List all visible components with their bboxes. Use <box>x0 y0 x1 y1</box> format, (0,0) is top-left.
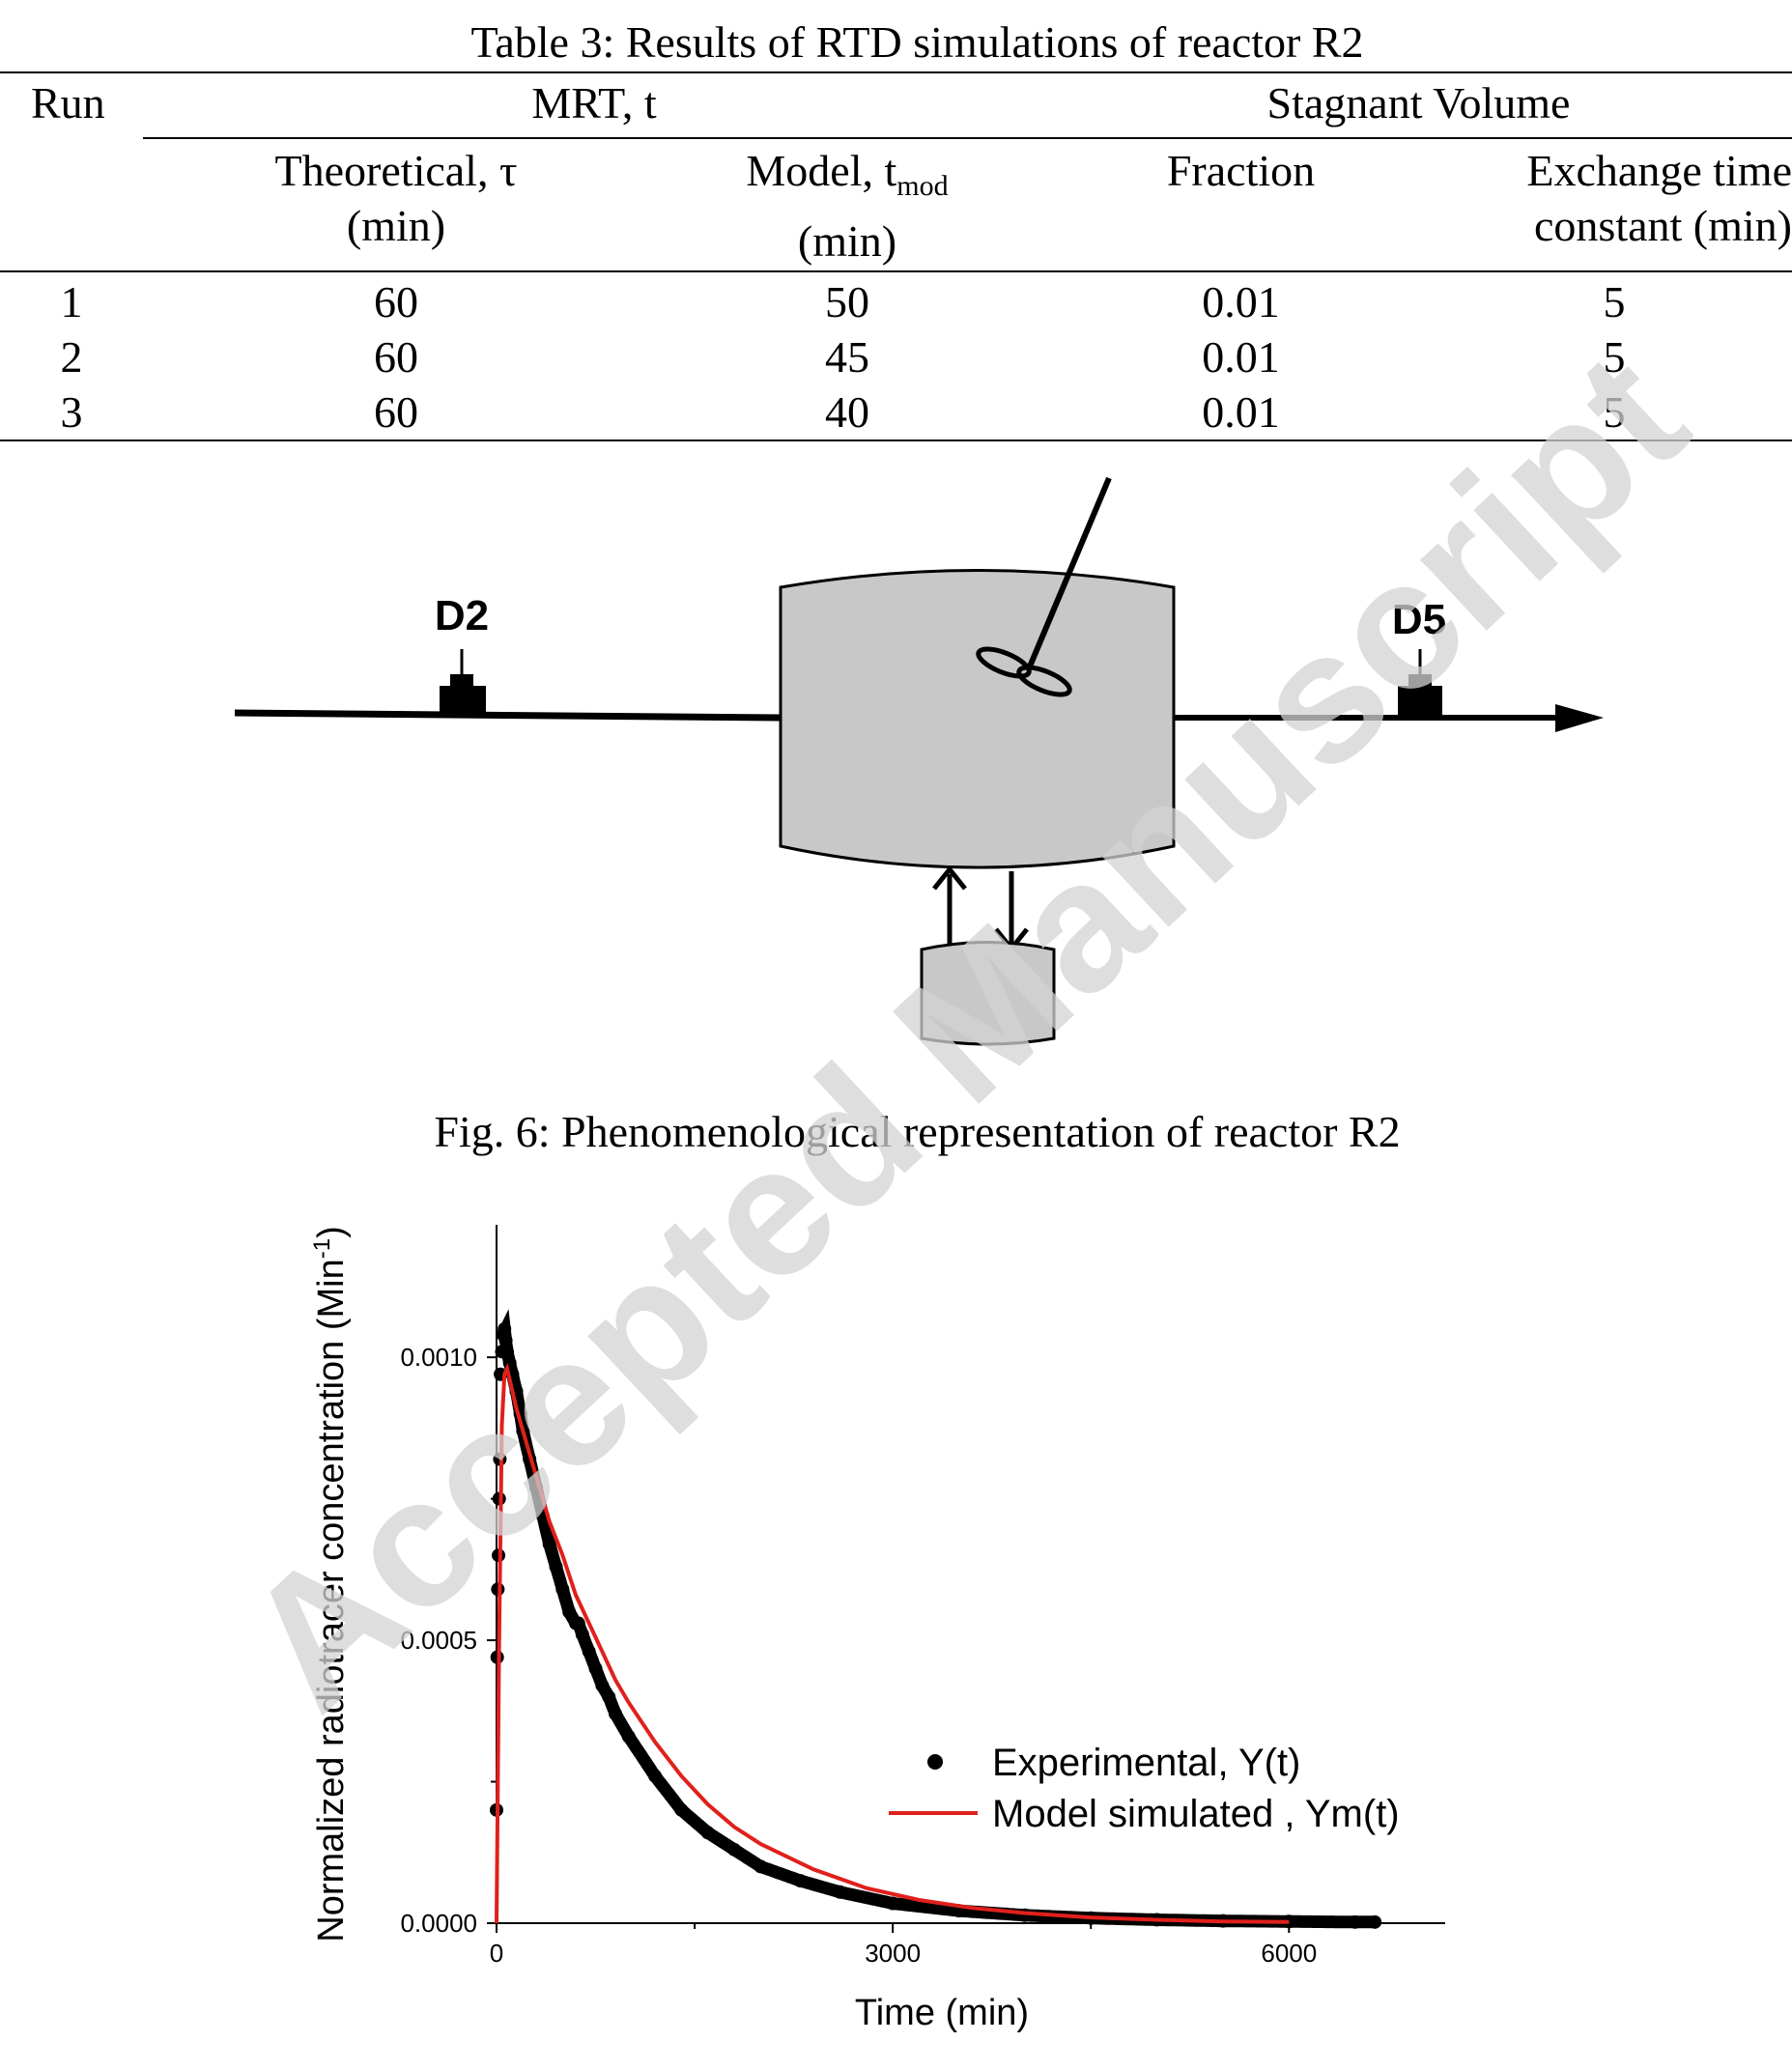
results-table: Run MRT, t Stagnant Volume Theoretical, … <box>0 71 1792 441</box>
experimental-point <box>502 1356 517 1371</box>
detector-d2-body <box>440 686 486 717</box>
cell-run: 1 <box>60 277 83 327</box>
cell-model: 40 <box>825 387 869 438</box>
experimental-point <box>1368 1914 1382 1929</box>
main-vessel <box>779 569 1176 869</box>
y-tick-label: 0.0010 <box>400 1343 477 1372</box>
experimental-point <box>549 1559 563 1574</box>
y-axis-label-close: ) <box>311 1226 352 1238</box>
experimental-point <box>674 1802 689 1817</box>
header-model-sub: mod <box>896 170 949 203</box>
experimental-point <box>602 1689 616 1704</box>
x-tick-label: 6000 <box>1261 1939 1317 1968</box>
cell-theoretical: 60 <box>374 387 418 438</box>
experimental-point <box>555 1582 570 1597</box>
table-row: 3 60 40 0.01 5 <box>0 384 1792 441</box>
header-theoretical-line1: Theoretical, τ <box>274 146 518 195</box>
reactor-diagram: D2 D5 <box>234 476 1604 1046</box>
cell-fraction: 0.01 <box>1202 332 1280 383</box>
experimental-point <box>498 1321 512 1336</box>
inlet-pipe <box>234 709 782 722</box>
header-exchange-line1: Exchange time <box>1526 146 1792 195</box>
legend-marker-experimental <box>927 1754 943 1770</box>
experimental-point <box>1348 1914 1362 1929</box>
y-tick-label: 0.0005 <box>400 1626 477 1655</box>
experimental-point <box>542 1537 556 1551</box>
experimental-point <box>582 1644 596 1659</box>
experimental-point <box>754 1859 768 1874</box>
experimental-point <box>562 1604 577 1619</box>
impeller-blade-left <box>976 646 1032 679</box>
experimental-point <box>609 1707 623 1721</box>
x-tick-label: 3000 <box>865 1939 921 1968</box>
experimental-point <box>886 1896 900 1911</box>
header-exchange: Exchange time constant (min) <box>1436 138 1792 271</box>
agitator-shaft <box>1027 476 1112 668</box>
header-theoretical: Theoretical, τ (min) <box>143 138 649 271</box>
header-model-line2: (min) <box>797 216 897 267</box>
experimental-point <box>621 1729 636 1744</box>
impeller-blade-right <box>1016 665 1072 697</box>
detector-d2-top <box>450 674 473 688</box>
chart-legend: Experimental, Y(t) Model simulated , Ym(t… <box>889 1742 1400 1835</box>
cell-exchange: 5 <box>1603 387 1626 438</box>
table-row: 2 60 45 0.01 5 <box>0 329 1792 384</box>
experimental-point <box>793 1874 808 1888</box>
experimental-point <box>575 1628 589 1642</box>
header-model: Model, tmod (min) <box>649 138 1045 271</box>
chart-axes: 0 3000 6000 0.0000 0.0005 0.0010 <box>400 1225 1445 1968</box>
experimental-point <box>648 1769 663 1783</box>
header-theoretical-line2: (min) <box>346 201 446 250</box>
experimental-point <box>833 1885 847 1899</box>
experimental-point <box>498 1333 513 1347</box>
cell-theoretical: 60 <box>374 332 418 383</box>
cell-run: 2 <box>60 332 83 383</box>
exchange-up-arrow-icon <box>932 865 967 891</box>
experimental-point <box>595 1678 610 1692</box>
cell-theoretical: 60 <box>374 277 418 327</box>
stagnant-vessel <box>920 941 1056 1046</box>
chart-series <box>490 1309 1382 1929</box>
experimental-point <box>571 1616 585 1630</box>
experimental-point <box>727 1842 742 1857</box>
cell-exchange: 5 <box>1603 277 1626 327</box>
cell-fraction: 0.01 <box>1202 387 1280 438</box>
table-caption: Table 3: Results of RTD simulations of r… <box>470 17 1364 67</box>
header-fraction: Fraction <box>1166 146 1316 195</box>
detector-d5-label: D5 <box>1392 596 1446 643</box>
header-run: Run <box>31 78 105 128</box>
cell-model: 50 <box>825 277 869 327</box>
cell-model: 45 <box>825 332 869 383</box>
header-mrt: MRT, t <box>143 72 1045 139</box>
cell-fraction: 0.01 <box>1202 277 1280 327</box>
cell-run: 3 <box>60 387 83 438</box>
legend-label-model: Model simulated , Ym(t) <box>992 1793 1400 1835</box>
y-tick-label: 0.0000 <box>400 1909 477 1938</box>
cell-exchange: 5 <box>1603 332 1626 383</box>
header-exchange-line2: constant (min) <box>1534 201 1792 250</box>
experimental-point <box>588 1661 603 1676</box>
detector-d5-body <box>1398 686 1442 717</box>
table-row: 1 60 50 0.01 5 <box>0 271 1792 329</box>
header-model-line1: Model, tmod <box>649 143 1045 213</box>
outlet-arrow-icon <box>1555 704 1604 732</box>
figure-caption: Fig. 6: Phenomenological representation … <box>434 1107 1401 1156</box>
experimental-point <box>700 1826 715 1840</box>
y-axis-label-superscript: -1 <box>309 1238 335 1259</box>
model-line <box>495 1362 1290 1924</box>
x-axis-label: Time (min) <box>855 1993 1029 2033</box>
detector-d5-top <box>1408 674 1432 688</box>
legend-label-experimental: Experimental, Y(t) <box>992 1742 1300 1784</box>
experimental-point <box>499 1345 514 1359</box>
detector-d2-label: D2 <box>435 592 489 639</box>
header-stagnant-volume: Stagnant Volume <box>1045 72 1792 139</box>
header-model-prefix: Model, t <box>746 146 897 195</box>
x-tick-label: 0 <box>490 1939 503 1968</box>
y-axis-label: Normalized radiotracer concentration (Mi… <box>309 1226 352 1942</box>
